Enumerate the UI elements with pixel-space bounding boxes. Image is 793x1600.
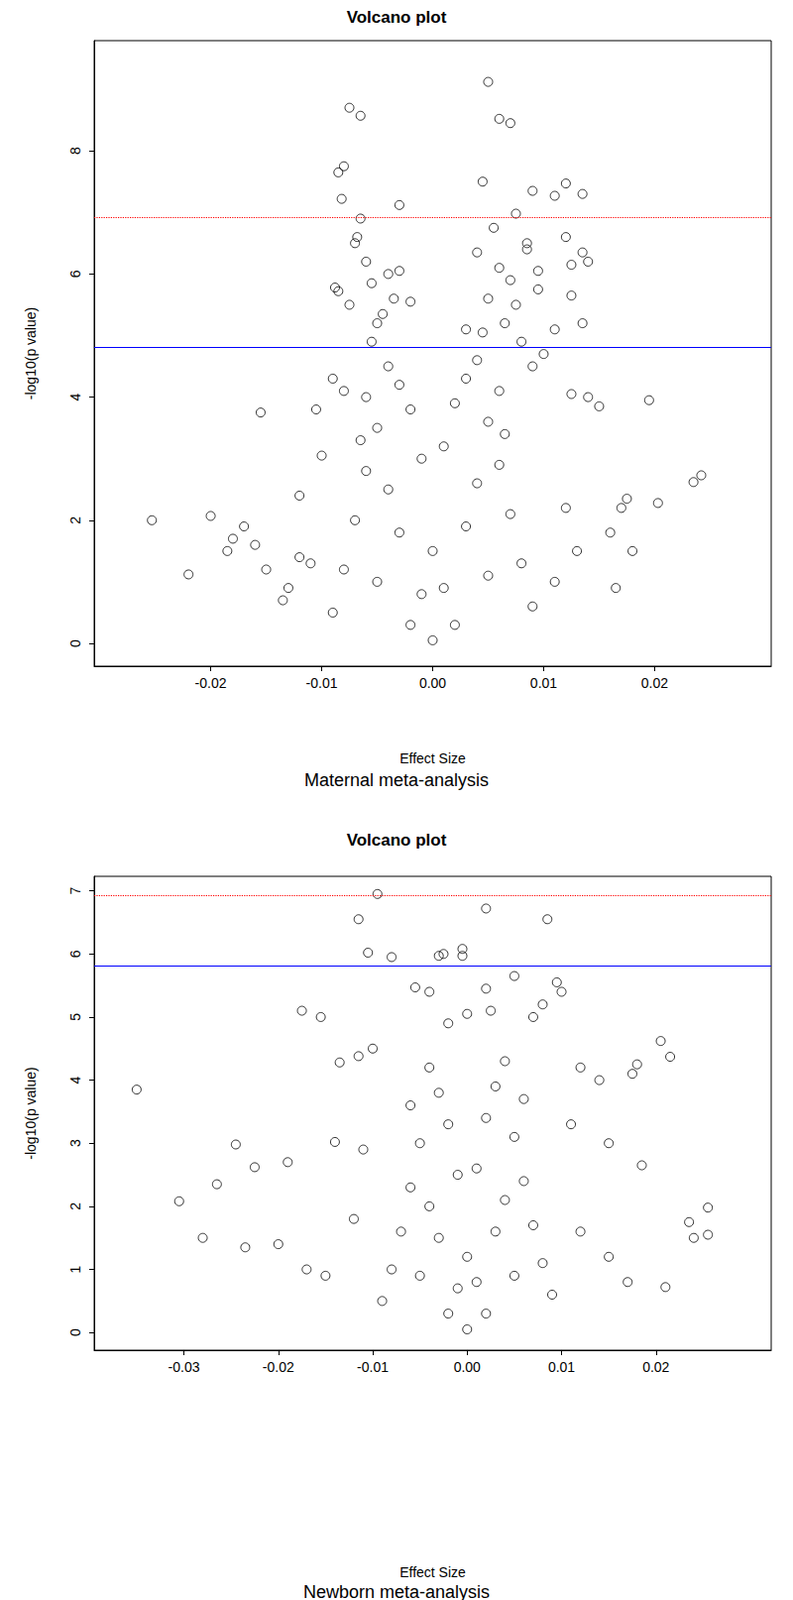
svg-text:Volcano plot: Volcano plot (346, 830, 448, 850)
svg-text:-log10(p value): -log10(p value) (22, 1066, 39, 1159)
svg-text:0: 0 (67, 1328, 84, 1337)
svg-text:Volcano plot: Volcano plot (346, 7, 448, 27)
svg-text:2: 2 (67, 1202, 84, 1211)
svg-text:-0.01: -0.01 (306, 675, 339, 691)
svg-text:-0.02: -0.02 (195, 675, 227, 691)
svg-text:1: 1 (67, 1264, 84, 1273)
svg-text:0.02: 0.02 (642, 1359, 670, 1375)
svg-text:Effect Size: Effect Size (399, 1564, 466, 1581)
svg-text:-log10(p value): -log10(p value) (22, 307, 39, 400)
svg-text:4: 4 (67, 1075, 84, 1084)
svg-text:Effect Size: Effect Size (399, 750, 466, 767)
svg-text:0.00: 0.00 (419, 675, 447, 691)
svg-text:8: 8 (67, 146, 84, 155)
svg-text:2: 2 (67, 516, 84, 525)
svg-text:6: 6 (67, 949, 84, 958)
svg-text:-0.03: -0.03 (168, 1359, 201, 1375)
svg-text:7: 7 (67, 887, 84, 896)
svg-text:-0.01: -0.01 (356, 1359, 389, 1375)
svg-text:Newborn meta-analysis: Newborn meta-analysis (303, 1582, 490, 1600)
svg-text:0.01: 0.01 (530, 675, 558, 691)
svg-text:5: 5 (67, 1013, 84, 1021)
svg-text:6: 6 (67, 269, 84, 278)
svg-text:-0.02: -0.02 (262, 1359, 295, 1375)
svg-text:0.00: 0.00 (453, 1359, 481, 1375)
svg-text:Maternal meta-analysis: Maternal meta-analysis (304, 770, 489, 791)
svg-text:0: 0 (67, 639, 84, 648)
svg-text:0.02: 0.02 (641, 675, 669, 691)
svg-text:0.01: 0.01 (548, 1359, 575, 1375)
svg-text:3: 3 (67, 1138, 84, 1147)
svg-text:4: 4 (67, 392, 84, 401)
